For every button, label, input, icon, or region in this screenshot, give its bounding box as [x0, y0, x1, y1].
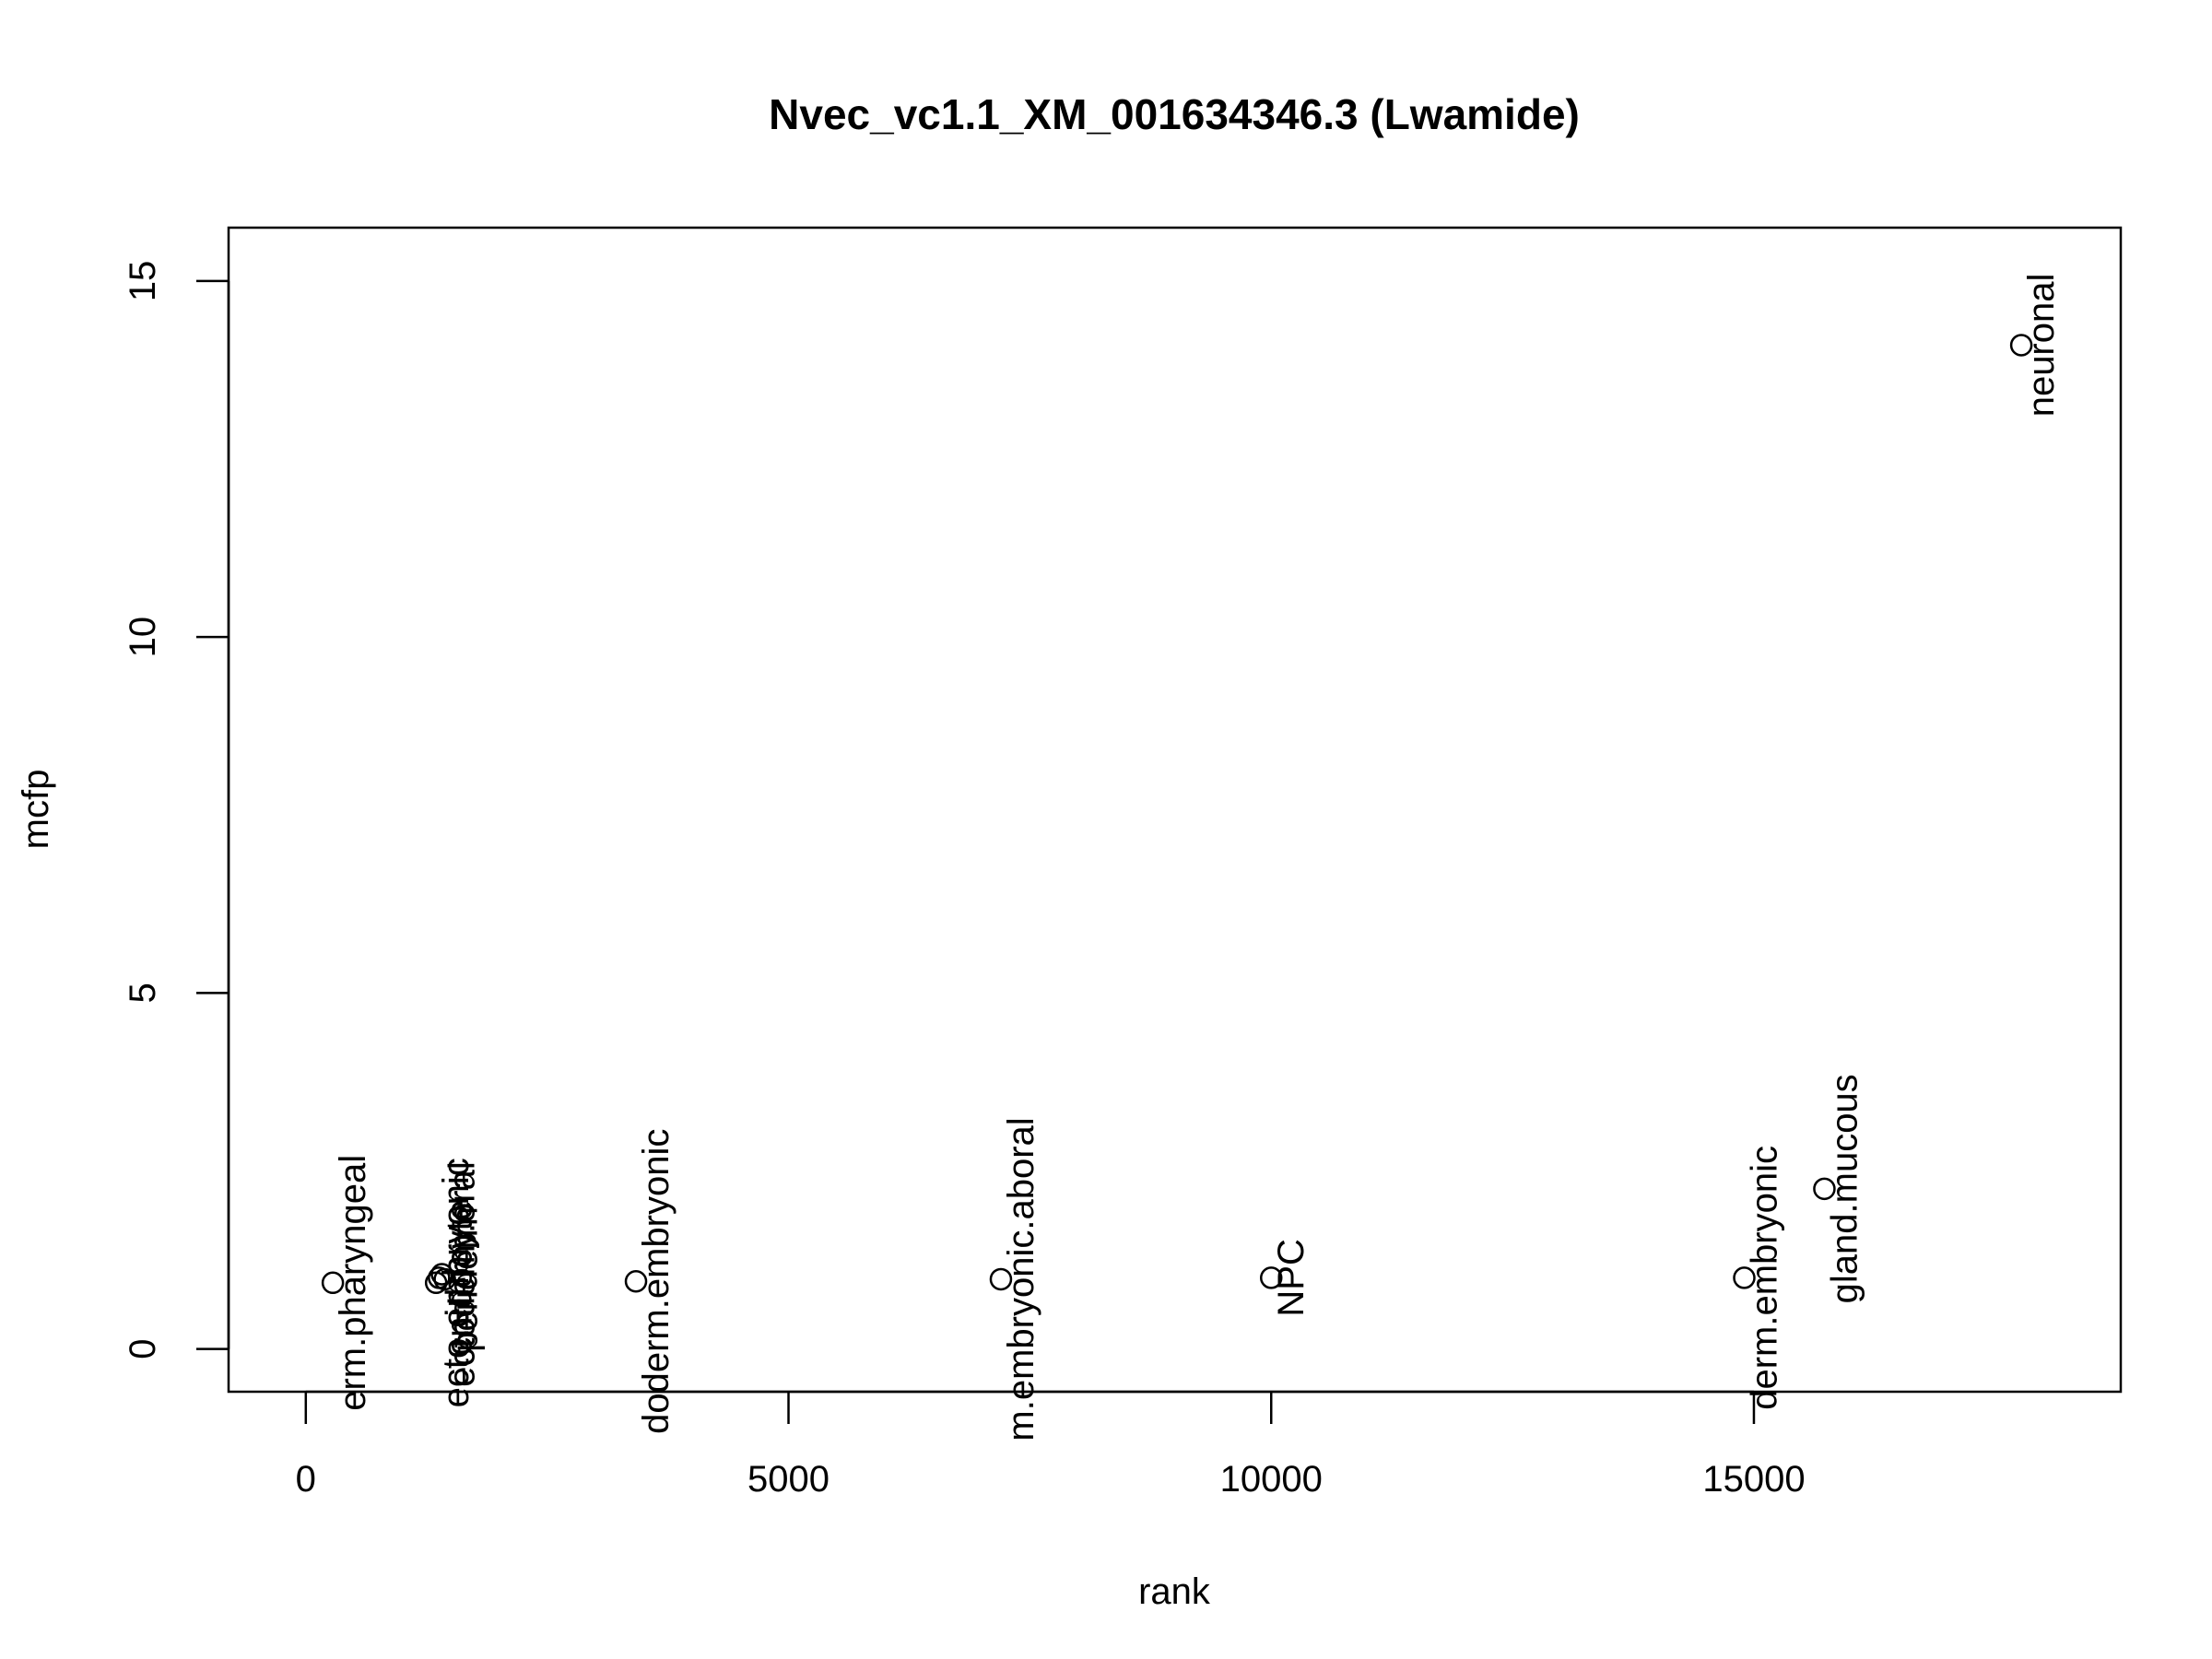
point-label: gland.mucous [1824, 1074, 1865, 1303]
data-point [989, 1267, 1013, 1291]
y-tick-label: 5 [123, 982, 163, 1003]
x-tick-label: 15000 [1702, 1459, 1805, 1500]
point-label: derm.embryonic [1744, 1146, 1784, 1410]
point-label: ectoderm.oral [441, 1161, 482, 1387]
data-point [1259, 1266, 1283, 1289]
point-label: m.embryonic.aboral [1001, 1117, 1041, 1441]
data-point [1813, 1177, 1836, 1201]
point-labels: erm.pharyngeal ecto.embryoniccnidocyteect… [333, 274, 2062, 1441]
point-label: NPC [1271, 1239, 1312, 1316]
data-point [430, 1263, 453, 1286]
point-label: ecto.embryonic [436, 1158, 477, 1407]
data-point [433, 1267, 456, 1291]
point-label: doderm.embryonic [636, 1129, 677, 1434]
data-point [321, 1271, 345, 1295]
data-point [1733, 1266, 1756, 1289]
data-points [321, 334, 2033, 1295]
x-axis: 0 5000 10000 15000 [296, 1390, 1806, 1500]
y-tick-label: 15 [123, 261, 163, 302]
point-label: neuronal [2021, 274, 2062, 418]
chart-title: Nvec_vc1.1_XM_001634346.3 (Lwamide) [769, 90, 1580, 138]
y-tick-label: 10 [123, 617, 163, 658]
data-point [2009, 334, 2033, 357]
y-tick-label: 0 [123, 1339, 163, 1359]
x-tick-label: 10000 [1220, 1459, 1323, 1500]
x-tick-label: 0 [296, 1459, 316, 1500]
point-label: cnidocyte [439, 1200, 479, 1356]
y-axis-label: mcfp [16, 770, 56, 850]
point-label: periderm [445, 1206, 486, 1352]
point-label: erm.pharyngeal [333, 1155, 373, 1411]
data-point [624, 1270, 648, 1293]
x-axis-label: rank [1138, 1571, 1211, 1612]
x-tick-label: 5000 [747, 1459, 830, 1500]
y-axis: 0 5 10 15 [123, 261, 230, 1359]
